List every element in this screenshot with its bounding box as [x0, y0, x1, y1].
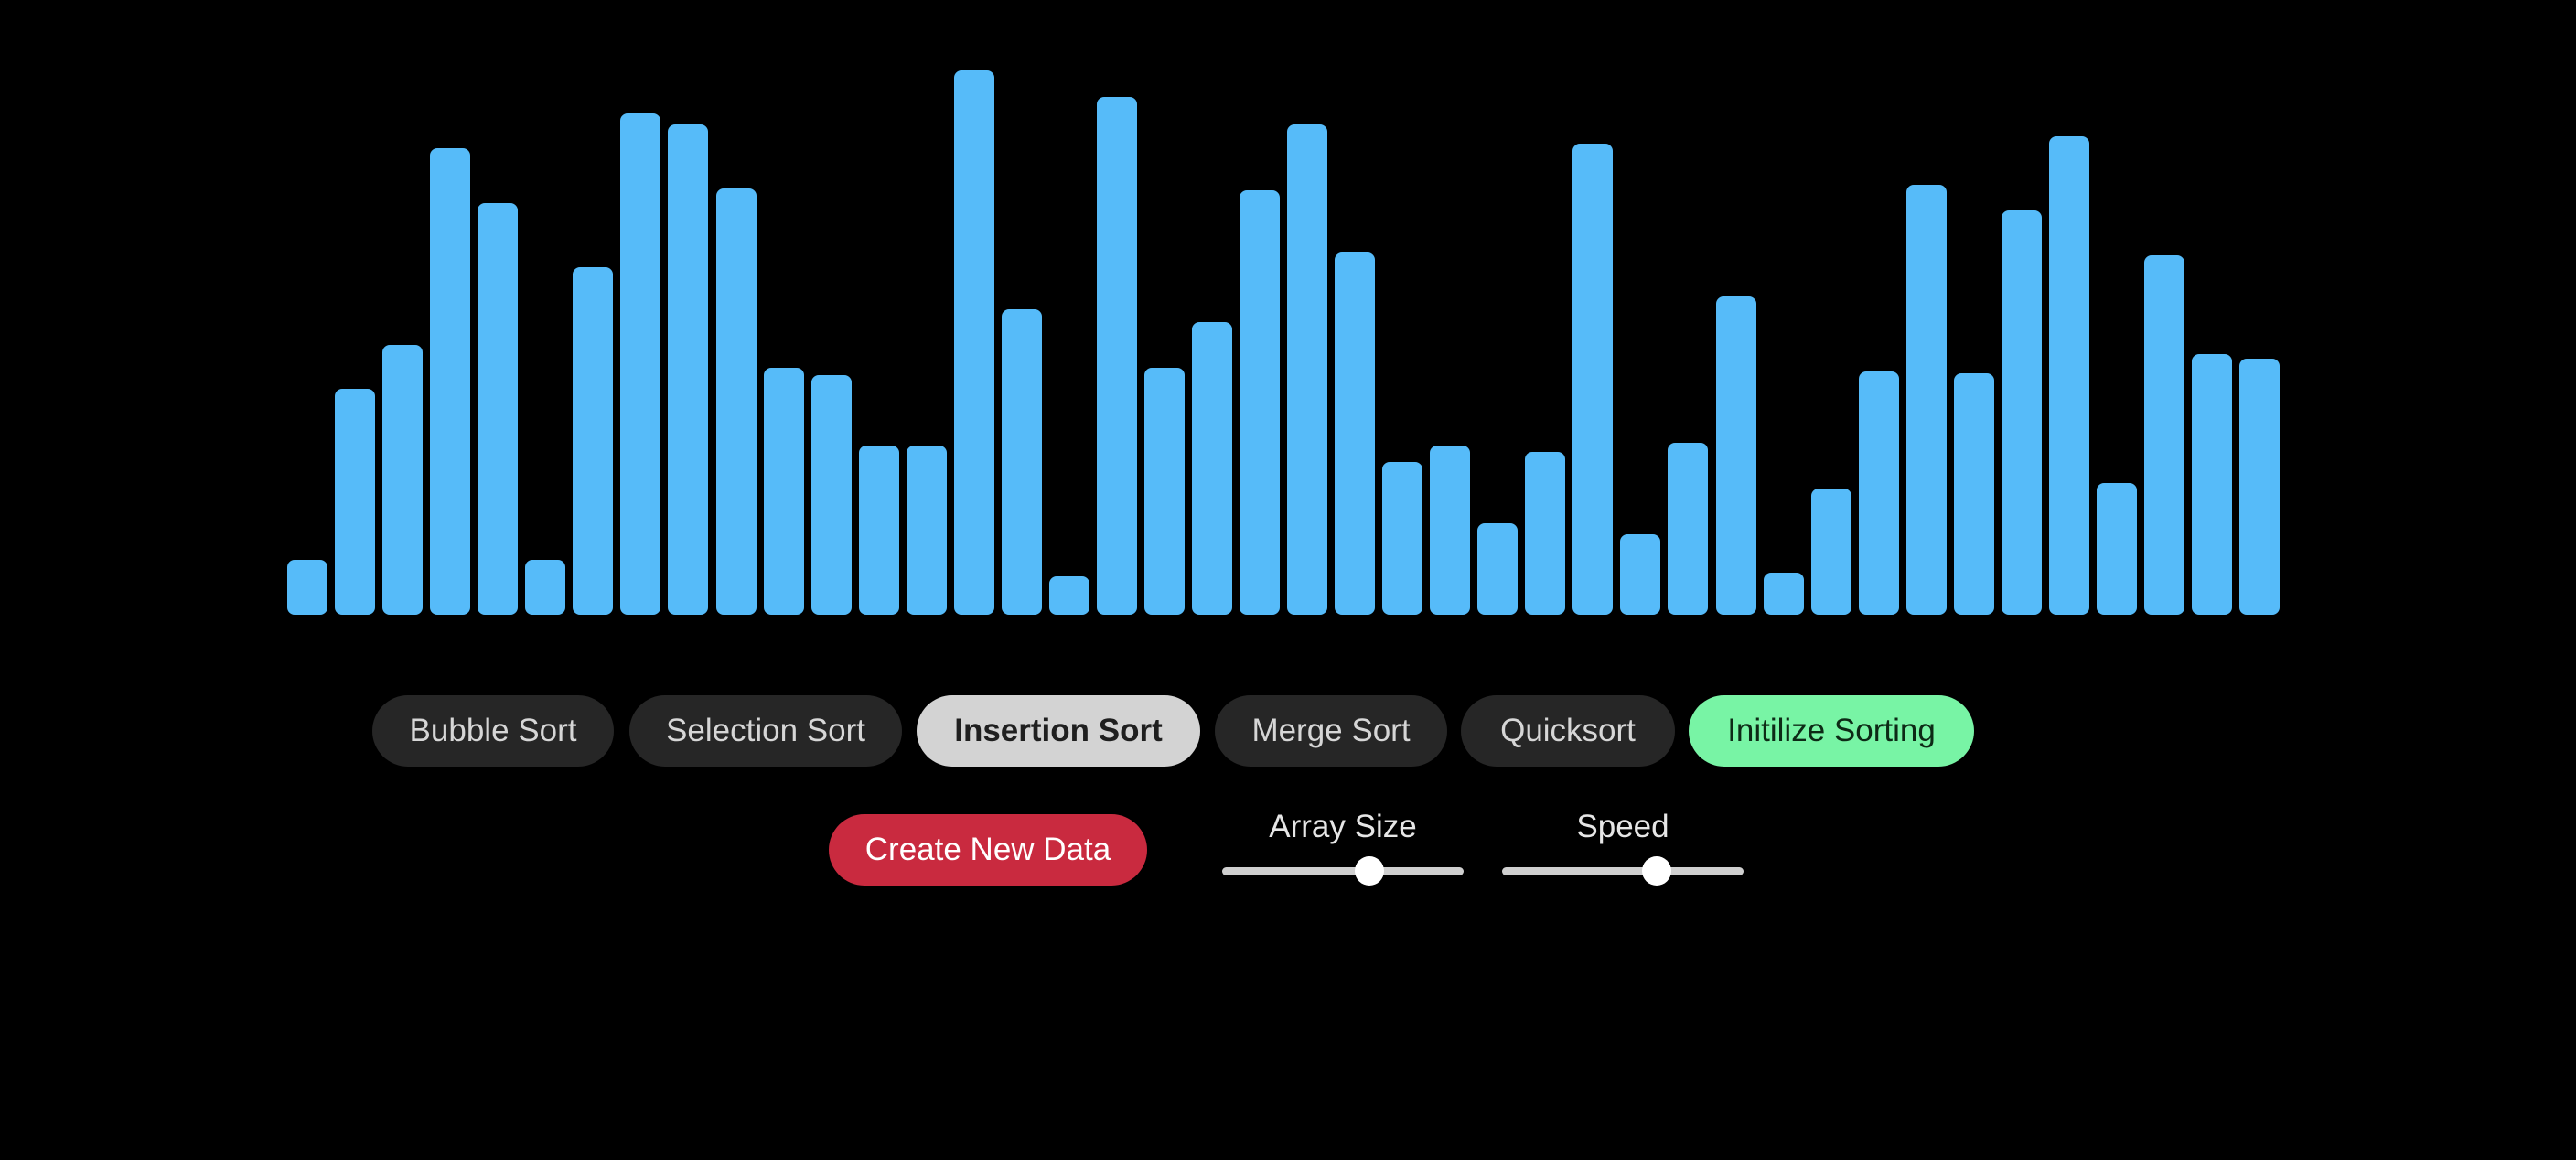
array-size-label: Array Size: [1269, 809, 1417, 844]
array-bar: [335, 389, 376, 615]
array-bar: [382, 345, 424, 615]
array-bar: [1001, 309, 1042, 615]
array-bar: [1858, 371, 1899, 615]
array-bar: [2143, 255, 2184, 615]
speed-label: Speed: [1576, 809, 1669, 844]
array-bar: [1335, 252, 1376, 615]
array-bar: [1810, 489, 1852, 615]
array-bar: [1287, 124, 1327, 615]
array-bar: [2239, 359, 2280, 615]
array-bar: [1572, 144, 1614, 615]
array-bar: [478, 203, 519, 615]
merge-sort-button[interactable]: Merge Sort: [1215, 695, 1447, 767]
array-bar: [858, 446, 899, 615]
initialize-sorting-button[interactable]: Initilize Sorting: [1689, 695, 1974, 767]
quicksort-button[interactable]: Quicksort: [1461, 695, 1675, 767]
array-bar: [1048, 576, 1089, 615]
array-bar: [287, 560, 327, 615]
array-bar: [525, 560, 566, 615]
bubble-sort-button[interactable]: Bubble Sort: [372, 695, 614, 767]
array-bar: [763, 368, 804, 615]
insertion-sort-button[interactable]: Insertion Sort: [917, 695, 1200, 767]
array-size-control: Array Size: [1222, 805, 1464, 897]
array-bar: [573, 267, 614, 615]
array-bar: [1096, 97, 1137, 615]
array-bar: [1620, 534, 1661, 615]
data-controls: Create New Data Array Size Speed: [0, 805, 2576, 915]
speed-slider[interactable]: [1502, 867, 1744, 875]
array-bar: [1668, 443, 1709, 615]
array-bar: [810, 375, 852, 615]
array-bar: [1905, 185, 1947, 615]
array-bar: [1525, 452, 1566, 615]
bar-chart: [287, 70, 2280, 615]
array-bar: [2048, 136, 2089, 615]
array-bar: [668, 124, 709, 615]
selection-sort-button[interactable]: Selection Sort: [629, 695, 902, 767]
array-bar: [1143, 368, 1185, 615]
array-bar: [2192, 354, 2232, 615]
array-bar: [1763, 573, 1804, 615]
array-bar: [1240, 190, 1280, 615]
array-size-slider[interactable]: [1222, 867, 1464, 875]
algorithm-selector: Bubble Sort Selection Sort Insertion Sor…: [0, 695, 2576, 767]
array-bar: [620, 113, 661, 615]
array-bar: [715, 188, 757, 615]
array-bar: [1191, 322, 1232, 615]
array-bar: [1382, 462, 1423, 615]
array-bar: [2001, 210, 2042, 615]
array-bar: [906, 446, 947, 615]
speed-slider-thumb[interactable]: [1641, 856, 1671, 886]
array-bar: [1715, 296, 1756, 615]
array-bar: [430, 148, 471, 615]
create-new-data-button[interactable]: Create New Data: [829, 814, 1147, 886]
speed-control: Speed: [1502, 805, 1744, 897]
array-bar: [953, 70, 994, 615]
array-bar: [1953, 373, 1994, 615]
array-bar: [1477, 523, 1519, 615]
array-size-slider-thumb[interactable]: [1355, 856, 1385, 886]
array-bar: [2096, 483, 2137, 615]
array-bar: [1430, 446, 1471, 615]
